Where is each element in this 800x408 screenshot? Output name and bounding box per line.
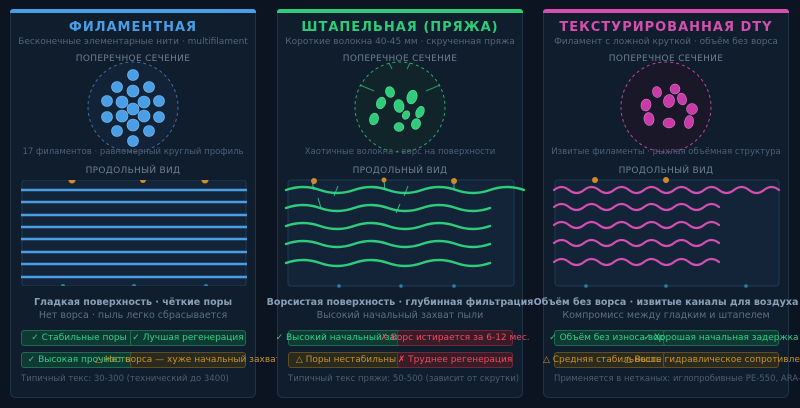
badge-good-initial-retention: ✓ Хорошая начальная задержка — [643, 330, 799, 346]
badge-higher-hydraulic-resistance: △ Выше гидравлическое сопротивление — [625, 352, 800, 368]
cross-section-label: ПОПЕРЕЧНОЕ СЕЧЕНИЕ — [342, 54, 458, 64]
filament-longitudinal-view-icon — [21, 180, 247, 286]
badge-stable-pores: ✓ Стабильные поры — [21, 330, 137, 346]
cross-section-label: ПОПЕРЕЧНОЕ СЕЧЕНИЕ — [608, 54, 724, 64]
staple-longitudinal-view-icon — [284, 177, 526, 288]
cross-section-caption: Извитые филаменты · рыхлая объёмная стру… — [551, 147, 781, 157]
badge-volume-no-wear: ✓ Объём без износа ворса — [549, 330, 675, 346]
longitudinal-label: ПРОДОЛЬНЫЙ ВИД — [85, 166, 181, 176]
feature-subtitle: Нет ворса · пыль легко сбрасывается — [38, 310, 228, 321]
card-accent-bar — [10, 9, 256, 13]
feature-title: Объём без ворса · извитые каналы для воз… — [533, 297, 799, 308]
card-title: ШТАПЕЛЬНАЯ (ПРЯЖА) — [301, 20, 499, 35]
card-subtitle: Филамент с ложной круткой · объём без во… — [554, 37, 778, 47]
filament-card: ФИЛАМЕНТНАЯ Бесконечные элементарные нит… — [10, 9, 281, 398]
staple-card: ШТАПЕЛЬНАЯ (ПРЯЖА) Короткие волокна 40-4… — [267, 9, 533, 398]
filament-cross-section-icon — [87, 61, 179, 153]
badge-pile-wears-off: ✗ Ворс истирается за 6-12 мес. — [380, 330, 530, 346]
feature-subtitle: Компромисс между гладким и штапелем — [562, 310, 770, 321]
card-title: ТЕКСТУРИРОВАННАЯ DTY — [559, 20, 773, 35]
badge-medium-pore-stability: △ Средняя стабильность пор — [543, 352, 681, 368]
badge-no-pile-warning: △ Нет ворса — хуже начальный захват — [95, 352, 281, 368]
dty-card: ТЕКСТУРИРОВАННАЯ DTY Филамент с ложной к… — [534, 9, 800, 398]
card-title: ФИЛАМЕНТНАЯ — [68, 20, 198, 35]
card-subtitle: Короткие волокна 40-45 мм · скрученная п… — [285, 37, 515, 47]
feature-title: Ворсистая поверхность · глубинная фильтр… — [266, 297, 534, 308]
card-subtitle: Бесконечные элементарные нити · multifil… — [18, 37, 248, 47]
card-accent-bar — [277, 9, 523, 13]
feature-subtitle: Высокий начальный захват пыли — [316, 310, 484, 321]
longitudinal-label: ПРОДОЛЬНЫЙ ВИД — [618, 166, 714, 176]
badge-best-regeneration: ✓ Лучшая регенерация — [130, 330, 246, 346]
staple-cross-section-icon — [354, 61, 446, 153]
cross-section-label: ПОПЕРЕЧНОЕ СЕЧЕНИЕ — [75, 54, 191, 64]
dty-cross-section-icon — [620, 61, 712, 153]
dty-longitudinal-view-icon — [552, 177, 781, 288]
feature-title: Гладкая поверхность · чёткие поры — [33, 297, 233, 308]
badge-unstable-pores: △ Поры нестабильны — [288, 352, 404, 368]
card-footer: Применяется в нетканых: иглопробивные PE… — [554, 374, 800, 384]
badge-harder-regeneration: ✗ Труднее регенерация — [397, 352, 513, 368]
cross-section-caption: Хаотичные волокна · ворс на поверхности — [304, 147, 496, 157]
cross-section-caption: 17 филаментов · равномерный круглый проф… — [22, 147, 244, 157]
card-footer: Типичный текс пряжи: 50-500 (зависит от … — [288, 374, 520, 384]
card-footer: Типичный текс: 30-300 (технический до 34… — [21, 374, 229, 384]
card-accent-bar — [543, 9, 789, 13]
longitudinal-label: ПРОДОЛЬНЫЙ ВИД — [352, 166, 448, 176]
